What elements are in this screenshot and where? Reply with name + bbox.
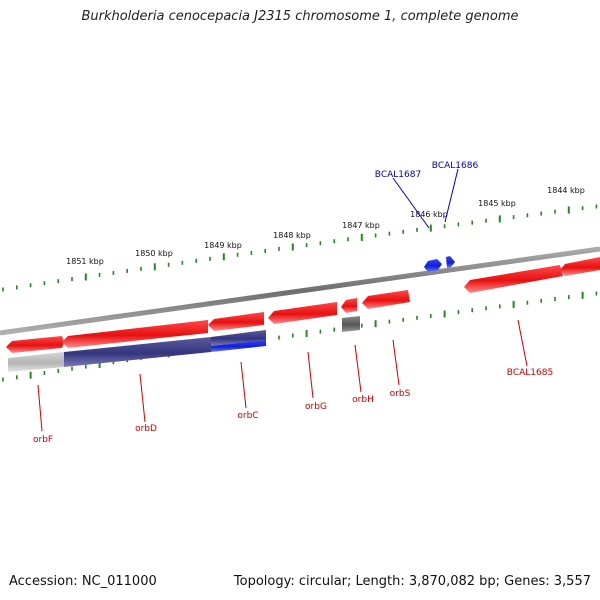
scale-label-1851: 1851 kbp <box>66 257 104 266</box>
label-orbF[interactable]: orbF <box>33 435 53 445</box>
gene-orbF[interactable] <box>8 352 64 372</box>
label-orbS[interactable]: orbS <box>390 389 411 399</box>
forward-strand-genes <box>6 257 600 353</box>
scale-label-1848: 1848 kbp <box>273 231 311 240</box>
scale-ticks-outer <box>2 204 598 292</box>
label-orbH[interactable]: orbH <box>352 395 374 405</box>
scale-label-1850: 1850 kbp <box>135 249 173 258</box>
label-orbC[interactable]: orbC <box>237 411 258 421</box>
scale-label-1845: 1845 kbp <box>478 199 516 208</box>
gene-fwd-6[interactable] <box>362 290 410 309</box>
chromosome-backbone <box>0 246 600 336</box>
scale-label-1849: 1849 kbp <box>204 241 242 250</box>
gene-fwd-1[interactable] <box>6 336 64 353</box>
label-orbD[interactable]: orbD <box>135 424 157 434</box>
genome-summary: Topology: circular; Length: 3,870,082 bp… <box>233 574 591 589</box>
gene-fwd-3[interactable] <box>208 312 264 331</box>
gene-fwd-5[interactable] <box>341 298 357 313</box>
scale-label-1846: 1846 kbp <box>410 210 448 219</box>
accession-label: Accession: NC_011000 <box>9 574 157 589</box>
gene-orbC[interactable] <box>211 340 266 352</box>
label-BCAL1687[interactable]: BCAL1687 <box>375 170 421 180</box>
gene-BCAL1685[interactable] <box>464 265 563 293</box>
gene-fwd-8[interactable] <box>560 257 600 276</box>
label-BCAL1685[interactable]: BCAL1685 <box>507 368 553 378</box>
reverse-strand-genes <box>8 256 455 372</box>
scale-labels: 1851 kbp 1850 kbp 1849 kbp 1848 kbp 1847… <box>66 186 585 266</box>
scale-label-1844: 1844 kbp <box>547 186 585 195</box>
scale-label-1847: 1847 kbp <box>342 221 380 230</box>
gene-orbC-navy[interactable] <box>211 330 266 346</box>
gene-labels: BCAL1687 BCAL1686 orbF orbD orbC orbG or… <box>33 161 553 445</box>
gene-BCAL1686[interactable] <box>446 256 455 268</box>
gene-orbH[interactable] <box>342 316 360 332</box>
gene-label-leaders <box>37 168 528 432</box>
gene-fwd-2[interactable] <box>62 320 208 348</box>
page-title: Burkholderia cenocepacia J2315 chromosom… <box>81 9 519 24</box>
gene-orbD[interactable] <box>64 337 211 367</box>
label-BCAL1686[interactable]: BCAL1686 <box>432 161 479 171</box>
label-orbG[interactable]: orbG <box>305 402 327 412</box>
gene-BCAL1687[interactable] <box>424 259 442 272</box>
gene-fwd-4[interactable] <box>268 302 337 324</box>
